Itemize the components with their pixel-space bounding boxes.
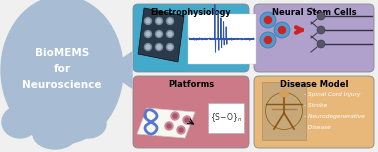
Text: Disease Model: Disease Model [280,80,348,89]
Ellipse shape [70,110,106,138]
Circle shape [166,31,174,38]
Circle shape [144,31,152,38]
Circle shape [155,17,163,24]
Circle shape [144,17,152,24]
Ellipse shape [33,119,77,149]
Text: Platforms: Platforms [168,80,214,89]
Circle shape [168,32,172,36]
Circle shape [157,19,161,23]
Circle shape [173,114,177,118]
Circle shape [177,126,185,134]
Circle shape [260,32,276,48]
Circle shape [144,43,152,50]
Circle shape [280,90,288,98]
Text: Neural Stem Cells: Neural Stem Cells [272,8,356,17]
FancyBboxPatch shape [188,14,256,64]
FancyBboxPatch shape [133,76,249,148]
Circle shape [317,40,325,48]
FancyBboxPatch shape [254,76,374,148]
Text: $\{$S$-$O$\}_n$: $\{$S$-$O$\}_n$ [210,112,242,124]
Circle shape [165,122,173,130]
FancyBboxPatch shape [254,4,374,72]
Text: BioMEMS
for
Neuroscience: BioMEMS for Neuroscience [22,48,102,90]
Circle shape [171,112,179,120]
Circle shape [155,43,163,50]
Circle shape [166,43,174,50]
Circle shape [167,124,171,128]
Circle shape [265,36,271,43]
Ellipse shape [2,106,38,138]
Text: Disease: Disease [304,125,331,130]
Circle shape [168,19,172,23]
Circle shape [317,12,325,20]
Circle shape [183,116,191,124]
FancyBboxPatch shape [262,82,306,140]
Circle shape [166,17,174,24]
Text: Electrophysiology: Electrophysiology [151,8,231,17]
Circle shape [279,26,285,33]
Ellipse shape [1,0,123,144]
Circle shape [155,31,163,38]
FancyBboxPatch shape [208,103,244,133]
Text: - Neurodegenerative: - Neurodegenerative [304,114,365,119]
Circle shape [146,45,150,49]
Circle shape [260,12,276,28]
Circle shape [274,22,290,38]
Circle shape [168,45,172,49]
Polygon shape [106,52,132,88]
FancyBboxPatch shape [133,4,249,72]
Text: - Stroke: - Stroke [304,103,327,108]
Circle shape [157,32,161,36]
Circle shape [185,118,189,122]
Circle shape [157,45,161,49]
Text: - Spinal Cord Injury: - Spinal Cord Injury [304,92,361,97]
Circle shape [179,128,183,132]
Circle shape [146,19,150,23]
Circle shape [146,32,150,36]
Circle shape [265,17,271,24]
Polygon shape [137,108,195,138]
Circle shape [317,26,325,34]
Polygon shape [138,8,184,62]
